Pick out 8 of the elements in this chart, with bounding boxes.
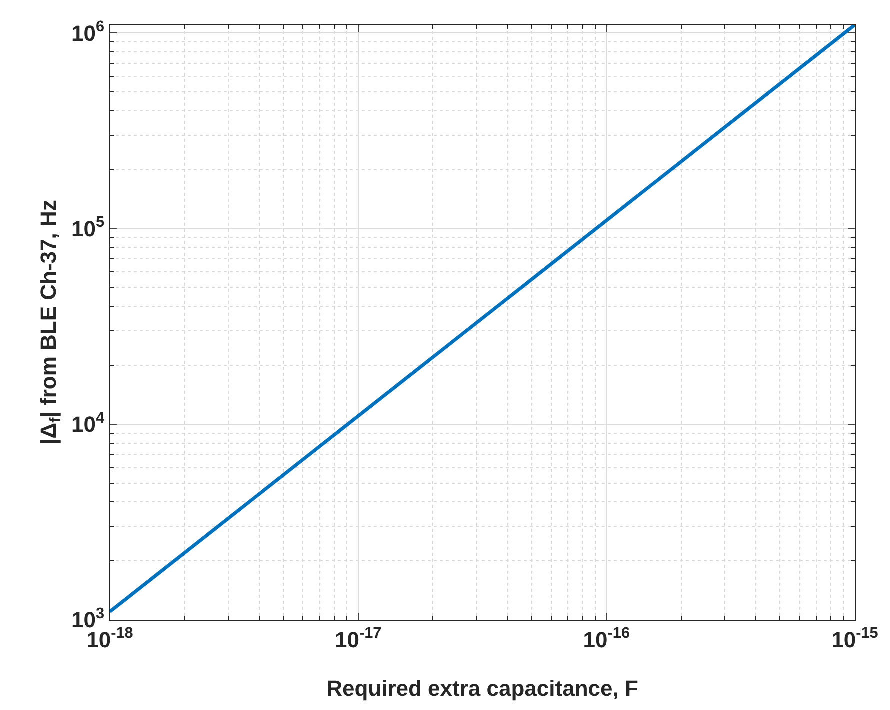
y-tick-label: 10$^{6}$ xyxy=(72,18,105,46)
x-axis-title: Required extra capacitance, F xyxy=(326,676,638,701)
line-series xyxy=(110,25,855,614)
x-tick-label: 10$^{-17}$ xyxy=(334,625,382,652)
x-tick-label: 10$^{-15}$ xyxy=(832,625,879,652)
x-tick-label: 10$^{-16}$ xyxy=(583,625,630,652)
y-tick-label: 10$^{4}$ xyxy=(72,410,106,438)
y-tick-label: 10$^{5}$ xyxy=(72,214,106,242)
